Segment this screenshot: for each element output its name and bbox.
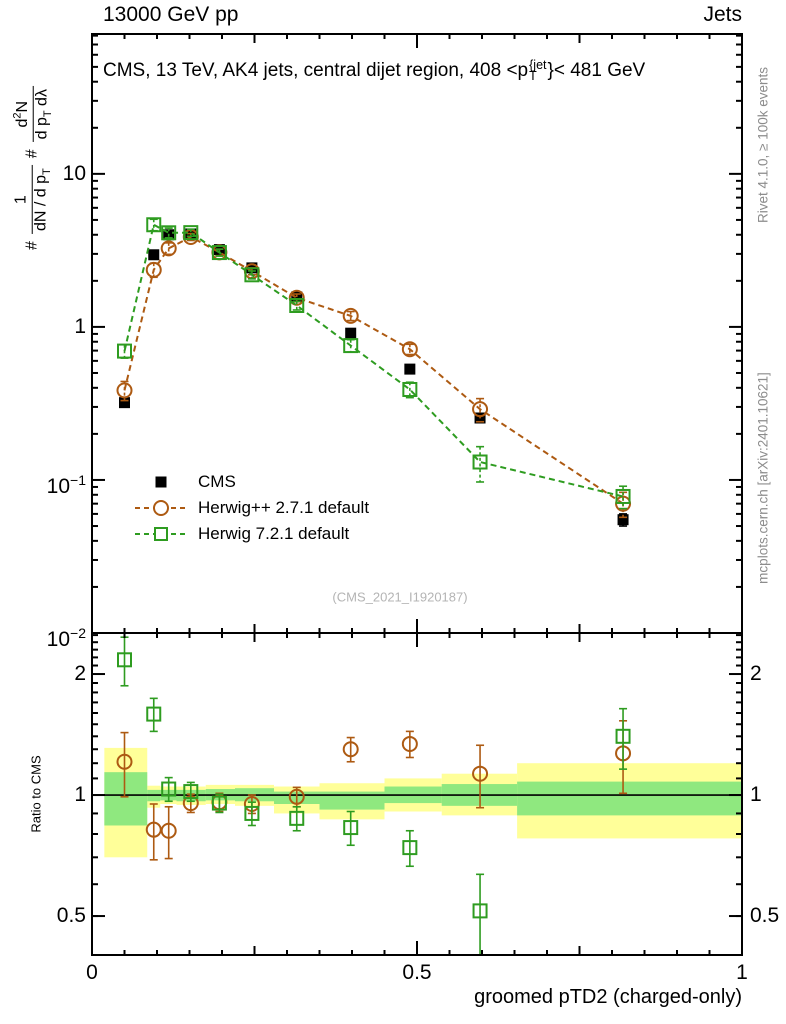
legend-label-cms: CMS (198, 472, 236, 491)
legend-item-herwig7: Herwig 7.2.1 default (133, 521, 369, 547)
ratio-y-tick-label-left: 1 (74, 783, 86, 807)
plot-title: CMS, 13 TeV, AK4 jets, central dijet reg… (103, 58, 743, 83)
legend-label-herwigpp: Herwig++ 2.7.1 default (198, 498, 370, 517)
x-tick-label: 0.5 (402, 961, 432, 984)
ylabel-frac2-den: d pT dλ (33, 89, 54, 140)
herwig7-open-square-marker-icon (135, 527, 187, 541)
panel-frames-and-ticks (91, 33, 743, 956)
herwigpp-open-circle-marker-icon (135, 500, 187, 516)
main-y-tick-label: 1 (74, 314, 86, 338)
ratio-series-herwig7 (117, 636, 631, 955)
legend-label-herwig7: Herwig 7.2.1 default (198, 524, 350, 543)
ratio-y-tick-label-right: 0.5 (750, 904, 780, 928)
legend: CMS Herwig++ 2.7.1 default Herwig 7.2.1 … (133, 469, 369, 547)
analysis-watermark: (CMS_2021_I1920187) (332, 589, 468, 605)
ratio-y-tick-label-right: 1 (750, 783, 762, 807)
ratio-y-tick-label-left: 0.5 (56, 904, 86, 928)
plot-title-suffix: }< 481 GeV (547, 60, 646, 82)
ylabel-hash-2: # (23, 149, 41, 159)
x-tick-label: 1 (736, 961, 748, 984)
plot-title-prefix: CMS, 13 TeV, AK4 jets, central dijet reg… (103, 60, 529, 82)
legend-item-cms: CMS (133, 469, 369, 495)
beam-energy-label: 13000 GeV pp (103, 3, 239, 26)
ratio-y-tick-label-left: 2 (74, 662, 86, 686)
ylabel-hash-1: # (23, 241, 41, 250)
process-label: Jets (703, 3, 742, 26)
main-y-tick-label: 10−2 (46, 625, 86, 651)
mcplots-reference-label: mcplots.cern.ch [arXiv:2401.10621] (755, 372, 771, 584)
cms-filled-square-marker-icon (155, 476, 167, 488)
legend-item-herwigpp: Herwig++ 2.7.1 default (133, 495, 369, 521)
x-tick-label: 0 (86, 961, 98, 984)
plot-title-sub: T (529, 69, 537, 83)
main-y-tick-label: 10−1 (46, 471, 86, 498)
plot-title-sup: {jet (529, 58, 547, 72)
ylabel-frac2-num: d2N (11, 86, 34, 143)
main-series-herwig7 (117, 217, 631, 510)
ylabel-fraction-2: d2N d pT dλ (11, 86, 55, 143)
pt-superscript-stack: {jet T (529, 58, 547, 83)
x-axis-label: groomed pTD2 (charged-only) (474, 986, 742, 1008)
main-y-tick-label: 10 (62, 161, 86, 185)
ratio-y-tick-label-right: 2 (750, 662, 762, 686)
rivet-version-label: Rivet 4.1.0, ≥ 100k events (755, 67, 771, 223)
ratio-uncertainty-bands (104, 747, 742, 858)
